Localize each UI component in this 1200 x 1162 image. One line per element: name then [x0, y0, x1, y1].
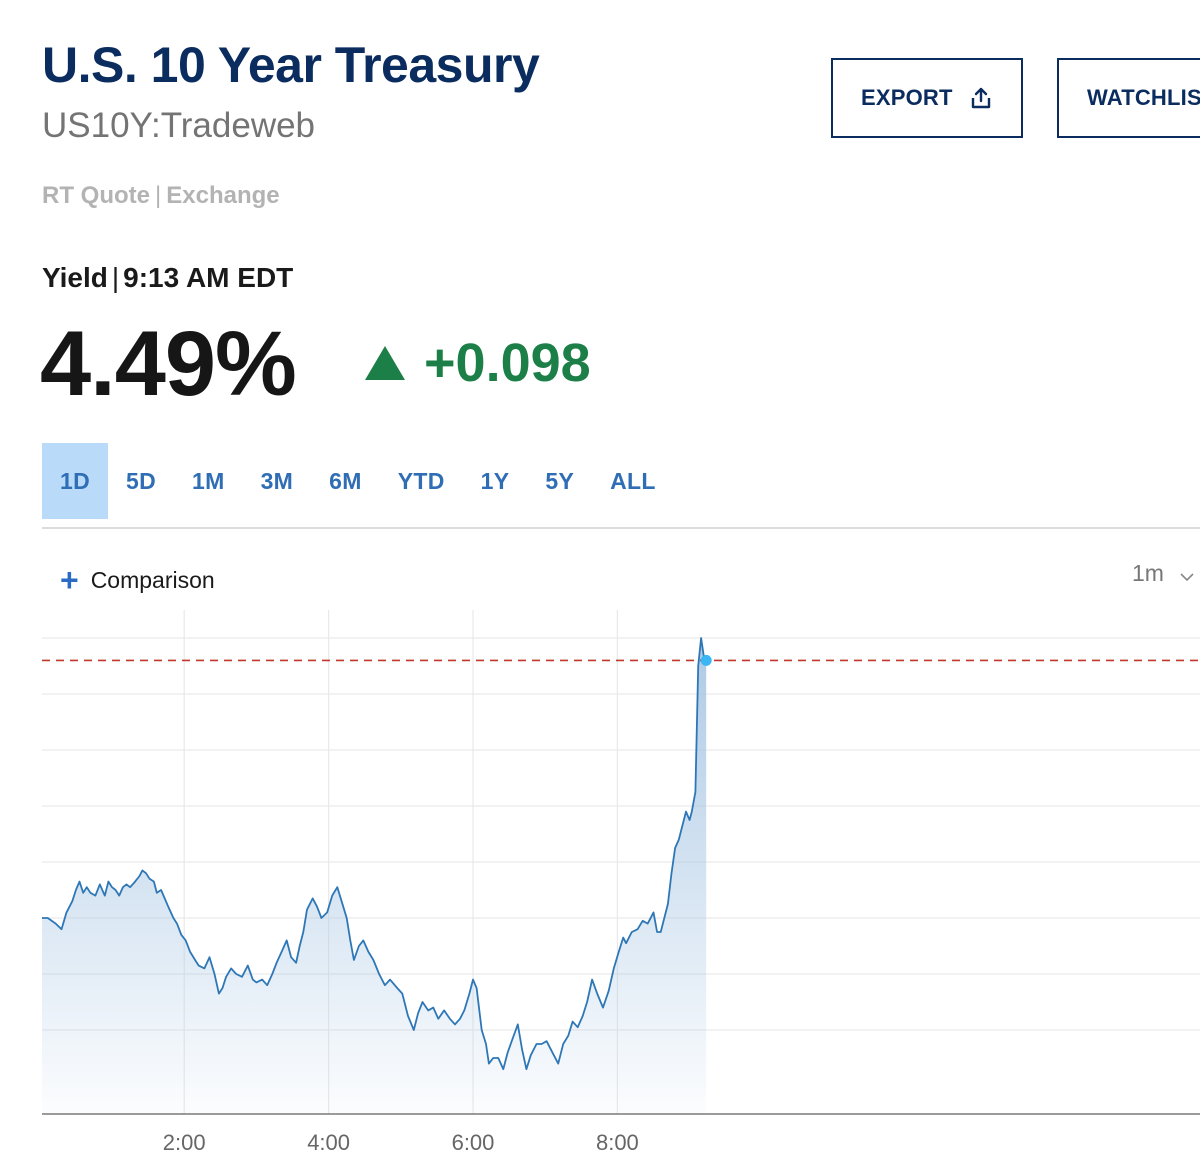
export-button[interactable]: EXPORT: [831, 58, 1023, 138]
tab-ytd[interactable]: YTD: [397, 467, 445, 494]
tab-3m[interactable]: 3M: [260, 467, 294, 494]
tab-5y[interactable]: 5Y: [545, 467, 575, 494]
export-button-label: EXPORT: [861, 85, 953, 110]
comparison-button[interactable]: + Comparison: [60, 564, 215, 596]
current-point: [700, 654, 712, 666]
tabs-divider: [42, 527, 1200, 529]
quote-separator: |: [155, 182, 162, 209]
range-tabs: 1D 5D 1M 3M 6M YTD 1Y 5Y ALL: [42, 443, 674, 519]
series-area: [42, 638, 707, 1114]
series-line: [42, 637, 707, 1071]
quote-timestamp: Yield | 9:13 AM EDT: [42, 262, 293, 294]
x-tick-label-3: 8:00: [596, 1130, 639, 1155]
tab-5d[interactable]: 5D: [126, 467, 157, 494]
tab-1d[interactable]: 1D: [42, 443, 109, 519]
quote-exchange: Exchange: [166, 182, 280, 209]
interval-value: 1m: [1132, 560, 1164, 586]
quote-time-separator: |: [111, 262, 120, 293]
tab-all[interactable]: ALL: [610, 467, 656, 494]
last-price: 4.49%: [40, 313, 297, 415]
price-change: +0.098: [424, 333, 591, 393]
quote-type: RT Quote: [42, 182, 150, 209]
tab-1y[interactable]: 1Y: [480, 467, 510, 494]
tab-6m[interactable]: 6M: [329, 467, 362, 494]
tab-1m[interactable]: 1M: [192, 467, 225, 494]
yield-chart: 2:00 4:00 6:00 8:00: [42, 610, 1200, 1155]
watchlist-button[interactable]: WATCHLIST: [1057, 58, 1200, 138]
up-arrow-icon: [365, 346, 405, 380]
comparison-label: Comparison: [90, 566, 215, 593]
chevron-down-icon: [1180, 572, 1194, 581]
ticker-symbol: US10Y:Tradeweb: [42, 106, 316, 145]
quote-label: Yield: [42, 262, 108, 293]
watchlist-button-label: WATCHLIST: [1087, 85, 1200, 110]
quote-source: RT Quote | Exchange: [42, 182, 280, 210]
interval-select[interactable]: 1m: [1132, 560, 1194, 587]
x-tick-label-1: 4:00: [307, 1130, 350, 1155]
x-tick-label-0: 2:00: [163, 1130, 206, 1155]
plus-icon: +: [60, 562, 79, 598]
share-icon: [971, 87, 990, 109]
quote-time: 9:13 AM EDT: [123, 262, 294, 293]
x-tick-label-2: 6:00: [452, 1130, 495, 1155]
page-title: U.S. 10 Year Treasury: [42, 37, 540, 93]
